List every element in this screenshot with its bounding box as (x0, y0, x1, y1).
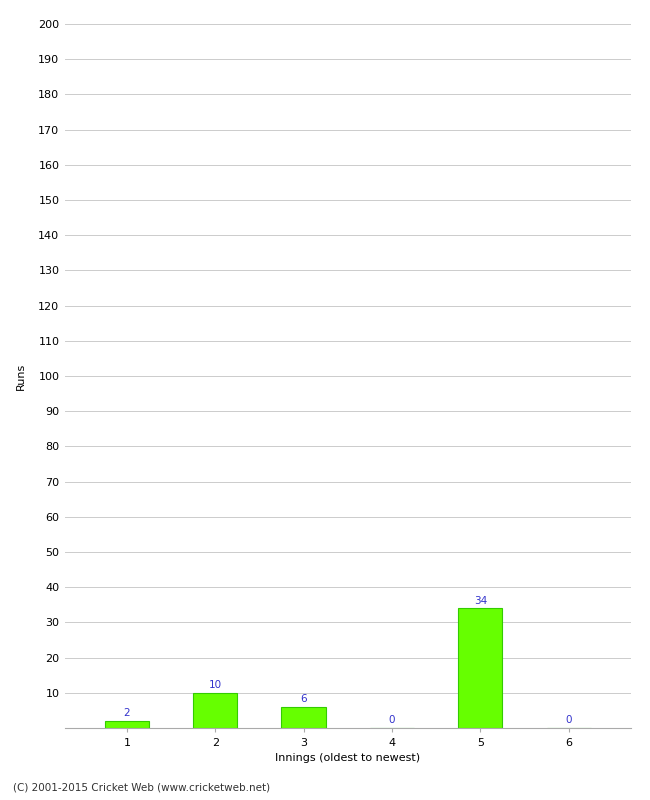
Text: 0: 0 (389, 715, 395, 725)
Text: 2: 2 (124, 708, 130, 718)
Bar (193, 693, 237, 728)
Y-axis label: Runs: Runs (16, 362, 25, 390)
Text: 34: 34 (474, 595, 487, 606)
Text: 0: 0 (566, 715, 572, 725)
Bar (105, 721, 149, 728)
Bar (458, 608, 502, 728)
Text: 6: 6 (300, 694, 307, 704)
Text: (C) 2001-2015 Cricket Web (www.cricketweb.net): (C) 2001-2015 Cricket Web (www.cricketwe… (13, 782, 270, 792)
Text: 10: 10 (209, 680, 222, 690)
Bar (281, 707, 326, 728)
X-axis label: Innings (oldest to newest): Innings (oldest to newest) (275, 754, 421, 763)
